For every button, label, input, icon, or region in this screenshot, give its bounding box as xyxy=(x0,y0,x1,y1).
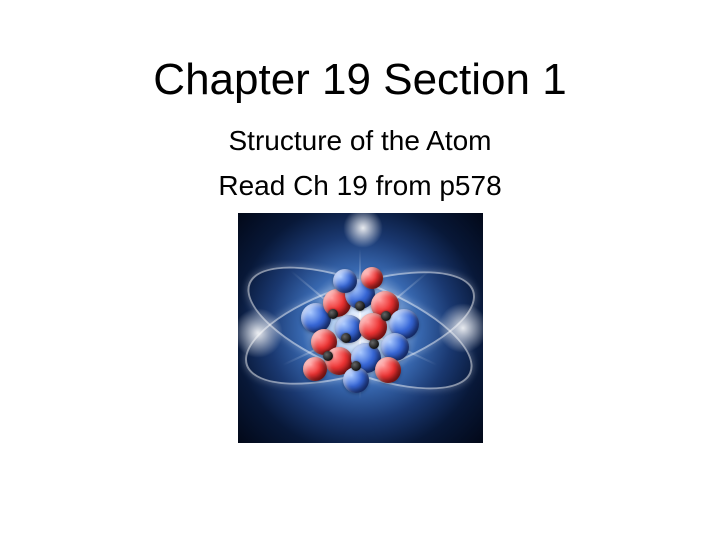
glow-spot xyxy=(343,213,383,248)
atom-illustration xyxy=(238,213,483,443)
slide-subtitle-1: Structure of the Atom xyxy=(228,123,491,158)
electron-dot xyxy=(323,351,333,361)
electron-dot xyxy=(355,301,365,311)
atom-nucleus xyxy=(293,261,428,396)
proton-sphere xyxy=(361,267,383,289)
electron-dot xyxy=(369,339,379,349)
proton-sphere xyxy=(303,357,327,381)
electron-dot xyxy=(381,311,391,321)
electron-dot xyxy=(351,361,361,371)
slide-subtitle-2: Read Ch 19 from p578 xyxy=(218,168,501,203)
proton-sphere xyxy=(375,357,401,383)
neutron-sphere xyxy=(333,269,357,293)
slide-title: Chapter 19 Section 1 xyxy=(153,55,566,105)
electron-dot xyxy=(328,309,338,319)
electron-dot xyxy=(341,333,351,343)
